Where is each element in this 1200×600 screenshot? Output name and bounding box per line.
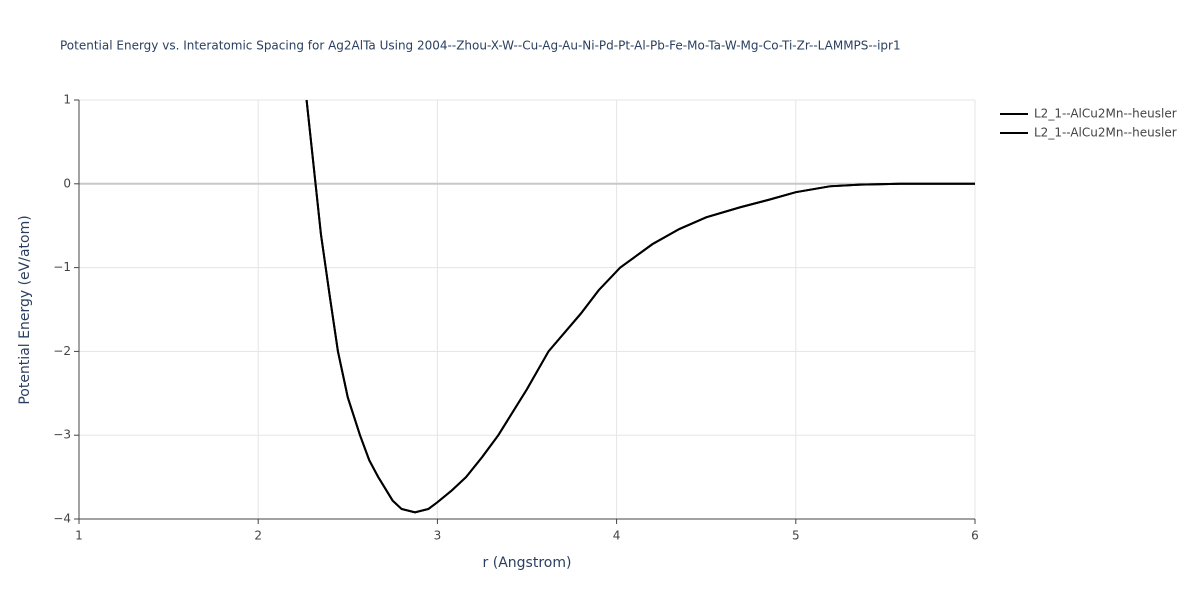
x-tick-label: 5 xyxy=(792,529,800,543)
legend-label: L2_1--AlCu2Mn--heusler xyxy=(1034,107,1177,121)
x-tick-label: 1 xyxy=(75,529,83,543)
y-tick-label: 0 xyxy=(63,176,71,190)
series-line xyxy=(305,100,975,514)
x-tick-label: 3 xyxy=(434,529,442,543)
x-tick-label: 2 xyxy=(254,529,262,543)
y-tick-label: −2 xyxy=(53,344,71,358)
x-tick-label: 6 xyxy=(971,529,979,543)
y-tick-label: 1 xyxy=(63,93,71,107)
y-axis-label: Potential Energy (eV/atom) xyxy=(17,215,33,404)
x-axis-label: r (Angstrom) xyxy=(483,555,572,571)
y-tick-label: −4 xyxy=(53,512,71,526)
y-tick-label: −1 xyxy=(53,260,71,274)
x-tick-label: 4 xyxy=(613,529,621,543)
legend-label: L2_1--AlCu2Mn--heusler xyxy=(1034,126,1177,140)
series-line xyxy=(305,100,975,514)
y-tick-label: −3 xyxy=(53,428,71,442)
chart-title: Potential Energy vs. Interatomic Spacing… xyxy=(60,39,901,53)
